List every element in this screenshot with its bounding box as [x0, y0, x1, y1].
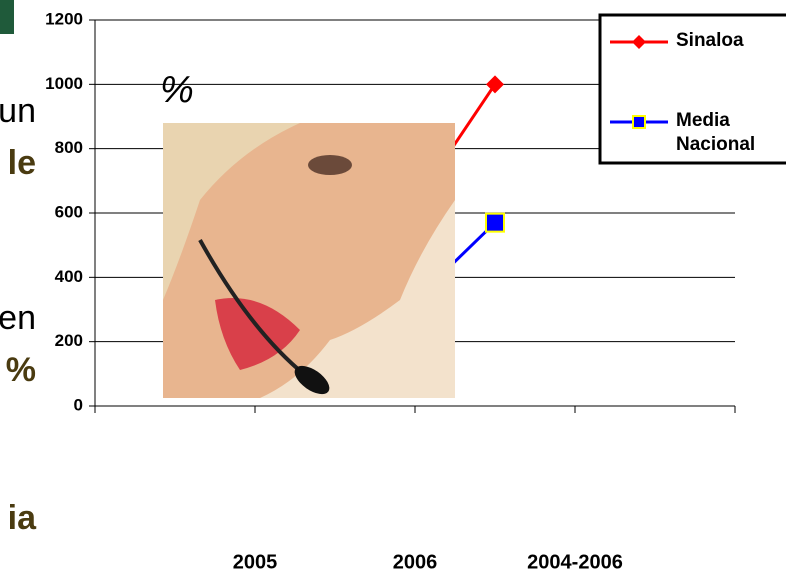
chart: % un le en% ia 0 200 400 600 800 1000 1200 2005 2006 2…	[0, 0, 786, 573]
y-tick-label: 400	[55, 267, 83, 286]
slide-decoration	[0, 0, 14, 34]
slide: % un le en% ia 0 200 400 600 800 1000 1200 2005 2006 2…	[0, 0, 786, 573]
y-tick-label: 800	[55, 138, 83, 157]
background-text: le	[8, 144, 36, 182]
background-text: un	[0, 92, 36, 130]
data-point	[486, 214, 504, 232]
x-tick-label: 2006	[393, 551, 438, 573]
legend-label: Media Nacional	[676, 109, 776, 157]
photo	[163, 123, 455, 400]
legend-marker	[633, 116, 645, 128]
y-tick-label: 600	[55, 202, 83, 221]
y-tick-label: 1000	[45, 74, 83, 93]
y-tick-label: 200	[55, 331, 83, 350]
data-point	[486, 75, 504, 93]
background-text: %	[160, 69, 194, 111]
background-text: %	[6, 351, 36, 389]
y-tick-label: 1200	[45, 9, 83, 28]
x-tick-label: 2005	[233, 551, 278, 573]
legend-label: Sinaloa	[676, 29, 776, 53]
x-tick-label: 2004-2006	[527, 551, 623, 573]
y-tick-label: 0	[74, 395, 83, 414]
background-text: ia	[8, 499, 37, 537]
photo-eye	[308, 155, 352, 175]
background-text: en	[0, 299, 36, 337]
